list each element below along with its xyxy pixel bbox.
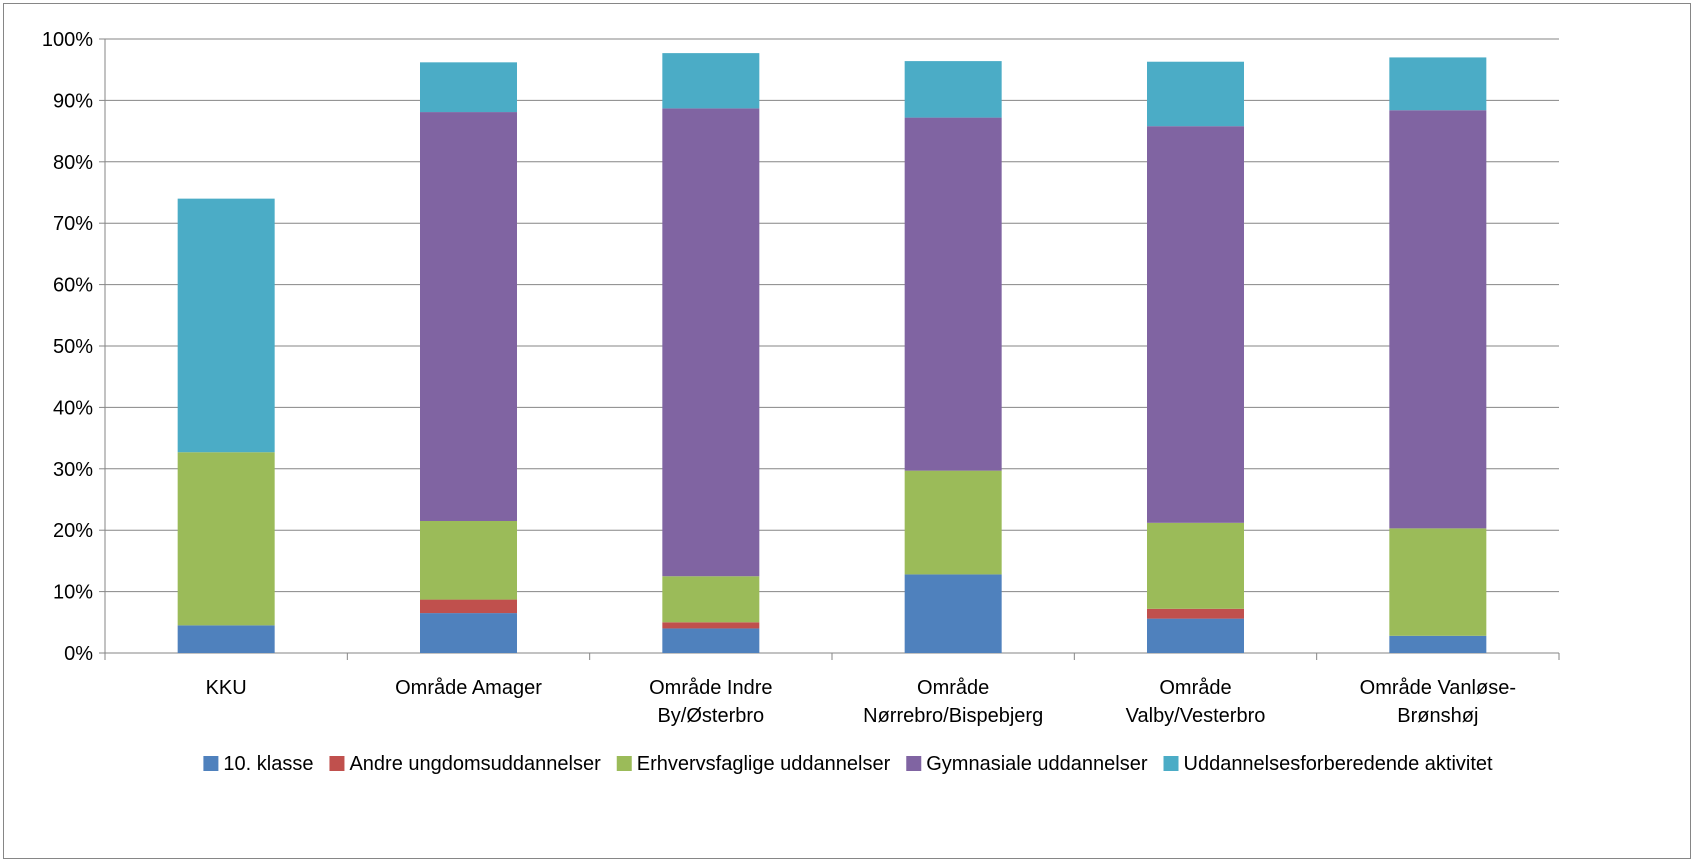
legend-swatch [906,756,922,771]
chart-frame: 0% 10% 20% 30% 40% 50% 60% 70% 80% 90% 100% KKU Områ… [3,3,1691,859]
bar-segment [1147,522,1244,609]
bar-segment [1389,528,1487,636]
y-tick-label: 0% [64,643,93,665]
bar-segment [662,53,760,109]
bar-segment [662,108,760,577]
bar-segment [420,112,517,521]
bar-segment [177,452,275,626]
legend-label: Erhvervsfaglige uddannelser [637,753,891,775]
y-tick-label: 70% [53,213,93,235]
x-tick-label: By/Østerbro [657,705,764,727]
y-tick-label: 100% [42,29,93,51]
bar-segment [420,613,517,653]
legend-label: Andre ungdomsuddannelser [349,753,601,775]
bar-segment [1389,57,1487,111]
legend-swatch [616,756,632,771]
x-tick-label: Område [1159,677,1231,699]
bar-segment [420,62,517,113]
y-tick-label: 60% [53,275,93,297]
bar-segment [177,625,275,653]
bar-segment [420,520,517,600]
x-tick-label: Nørrebro/Bispebjerg [863,705,1043,727]
x-tick-label: Område [917,677,989,699]
bar-segment [662,622,760,629]
bar-segment [662,628,760,653]
bar-segment [904,61,1002,118]
bar-segment [904,470,1002,575]
x-tick-label: Brønshøj [1397,705,1478,727]
x-tick-label: Område Indre [649,677,772,699]
y-tick-label: 90% [53,90,93,112]
y-tick-label: 40% [53,397,93,419]
x-tick-label: Valby/Vesterbro [1126,705,1266,727]
bar-segment [1147,618,1244,653]
legend-swatch [329,756,345,771]
bar-segment [1147,608,1244,619]
x-tick-label: Område Amager [395,677,542,699]
legend-label: Uddannelsesforberedende aktivitet [1184,753,1494,775]
legend-swatch [1163,756,1179,771]
y-tick-label: 50% [53,336,93,358]
legend-label: 10. klasse [223,753,313,775]
bar-segment [1389,110,1487,529]
bar-segment [1147,126,1244,523]
x-tick-label: Område Vanløse- [1360,677,1516,699]
legend-label: Gymnasiale uddannelser [926,753,1148,775]
stacked-bar-chart: 0% 10% 20% 30% 40% 50% 60% 70% 80% 90% 100% KKU Områ… [42,29,1560,775]
bar-segment [177,198,275,453]
y-tick-label: 80% [53,152,93,174]
y-tick-label: 20% [53,520,93,542]
y-tick-label: 30% [53,459,93,481]
bar-segment [1389,635,1487,653]
bar-segment [420,599,517,614]
bar-segment [1147,61,1244,127]
x-tick-label: KKU [206,677,247,699]
y-tick-label: 10% [53,582,93,604]
bar-segment [662,576,760,623]
legend-swatch [203,756,219,771]
bar-segment [904,574,1002,653]
bar-segment [904,117,1002,471]
